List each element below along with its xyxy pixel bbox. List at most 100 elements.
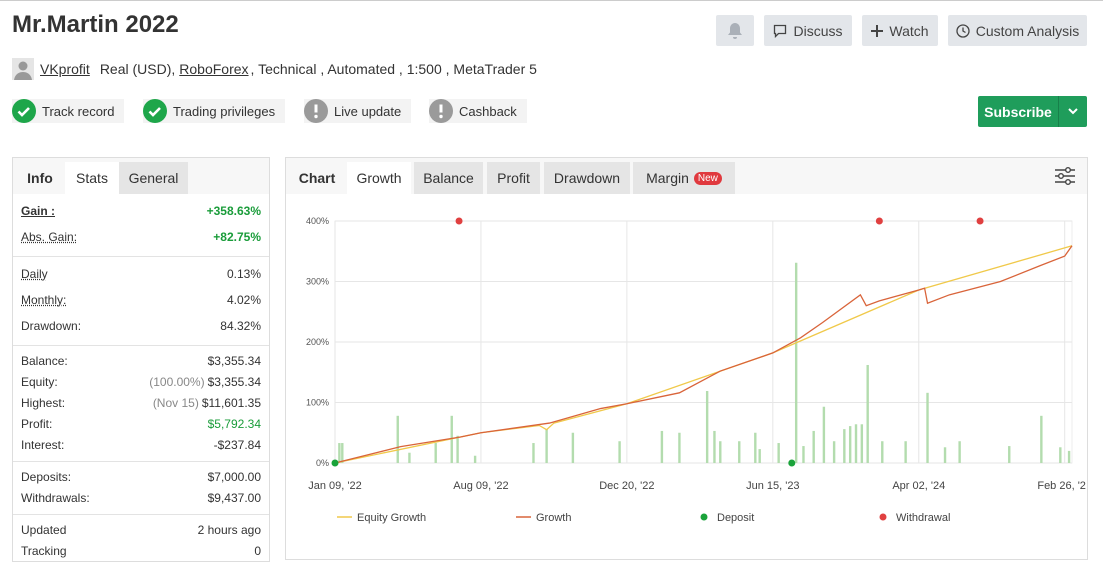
tab-label: Profit bbox=[497, 170, 530, 186]
stat-note: (Nov 15) bbox=[152, 395, 199, 410]
bar bbox=[341, 443, 344, 463]
badge-label: Cashback bbox=[459, 103, 517, 119]
custom-analysis-button[interactable]: Custom Analysis bbox=[948, 15, 1087, 46]
stat-row: Tracking 0 bbox=[21, 540, 261, 561]
bell-icon bbox=[728, 22, 742, 39]
badge-label: Live update bbox=[334, 103, 402, 119]
bar bbox=[832, 441, 836, 463]
x-tick-label: Jun 15, '23 bbox=[746, 480, 799, 492]
stats-group: Deposits: $7,000.00 Withdrawals: $9,437.00 bbox=[13, 462, 269, 515]
stat-value: $9,437.00 bbox=[207, 490, 261, 505]
author-link[interactable]: VKprofit bbox=[40, 61, 90, 77]
stat-row: Deposits: $7,000.00 bbox=[21, 466, 261, 487]
stat-row: Abs. Gain: +82.75% bbox=[21, 224, 261, 250]
y-tick-label: 300% bbox=[306, 277, 329, 287]
stat-value-wrap: (Nov 15) $11,601.35 bbox=[153, 396, 261, 410]
stats-group: Updated 2 hours ago Tracking 0 bbox=[13, 515, 269, 567]
tab[interactable]: General bbox=[119, 162, 188, 194]
stat-label: Equity: bbox=[21, 374, 58, 389]
button-label: Watch bbox=[889, 22, 929, 39]
bar bbox=[678, 432, 681, 463]
stat-value-wrap: +358.63% bbox=[207, 204, 261, 218]
caret[interactable] bbox=[1059, 106, 1087, 118]
tab-label: Chart bbox=[298, 170, 336, 186]
tab-label: Growth bbox=[356, 170, 402, 186]
tab[interactable]: Margin New bbox=[633, 162, 735, 194]
badge: Track record bbox=[12, 99, 125, 123]
bar bbox=[777, 443, 780, 463]
growth-chart: 0% 100% 200% 300% 400% Jan 09, '22 Aug 09, '22… bbox=[306, 216, 1086, 524]
tab[interactable]: Info bbox=[27, 170, 53, 186]
bar bbox=[904, 441, 907, 463]
stat-label: Deposits: bbox=[21, 469, 72, 484]
bar bbox=[705, 391, 709, 463]
bar bbox=[860, 424, 864, 463]
tab-label: Margin bbox=[646, 170, 689, 186]
bar bbox=[618, 441, 621, 463]
watch-button[interactable]: Watch bbox=[862, 15, 938, 46]
stat-label: Abs. Gain: bbox=[21, 230, 78, 244]
clock-icon bbox=[956, 23, 970, 38]
bar bbox=[532, 443, 535, 463]
bell-button[interactable] bbox=[716, 15, 754, 46]
stat-value: 0 bbox=[254, 543, 261, 558]
stats-group: Gain : +358.63% Abs. Gain: +82.75% bbox=[13, 194, 269, 257]
bar bbox=[738, 441, 741, 463]
stat-value-wrap: 84.32% bbox=[220, 319, 261, 333]
stat-value: +358.63% bbox=[206, 204, 261, 218]
tab[interactable]: Growth bbox=[347, 162, 411, 194]
tab[interactable]: Drawdown bbox=[544, 162, 630, 194]
y-tick-label: 200% bbox=[306, 337, 329, 347]
tab[interactable]: Profit bbox=[487, 162, 540, 194]
legend-label: Deposit bbox=[717, 512, 754, 524]
stat-value: 4.02% bbox=[226, 293, 261, 307]
stats-list: Gain : +358.63% Abs. Gain: +82.75% Daily 0.13… bbox=[13, 194, 269, 567]
legend-label: Equity Growth bbox=[357, 512, 426, 524]
badge: Cashback bbox=[429, 99, 527, 123]
badge: Live update bbox=[304, 99, 412, 123]
bar bbox=[958, 441, 961, 463]
tab-label: Balance bbox=[423, 170, 474, 186]
stat-row: Equity: (100.00%) $3,355.34 bbox=[21, 371, 261, 392]
stat-label: Daily bbox=[21, 267, 48, 281]
broker-link[interactable]: RoboForex bbox=[179, 61, 249, 77]
bar bbox=[473, 455, 477, 463]
discuss-button[interactable]: Discuss bbox=[764, 15, 852, 46]
legend-label: Growth bbox=[536, 512, 571, 524]
settings-icon[interactable] bbox=[1054, 166, 1076, 186]
stat-value-wrap: $9,437.00 bbox=[208, 491, 261, 505]
x-tick-label: Aug 09, '22 bbox=[453, 480, 508, 492]
stat-row: Daily 0.13% bbox=[21, 261, 261, 287]
stat-label: Interest: bbox=[21, 437, 65, 452]
bar bbox=[754, 432, 757, 463]
stat-value-wrap: 4.02% bbox=[227, 293, 261, 307]
discuss-icon bbox=[774, 24, 787, 38]
bar bbox=[843, 429, 846, 463]
stat-value-wrap: 2 hours ago bbox=[198, 523, 261, 537]
bar bbox=[1067, 450, 1071, 463]
stat-value-wrap: 0.13% bbox=[227, 267, 261, 281]
bar bbox=[812, 430, 815, 463]
stat-label: Updated bbox=[21, 522, 67, 537]
stat-note: (100.00%) bbox=[149, 374, 205, 389]
bar bbox=[338, 443, 341, 463]
y-tick-label: 0% bbox=[316, 458, 329, 468]
bar bbox=[866, 364, 869, 463]
stat-value: $11,601.35 bbox=[201, 395, 261, 410]
tab[interactable]: Balance bbox=[414, 162, 483, 194]
stat-value: 2 hours ago bbox=[197, 522, 261, 537]
stat-value: $5,792.34 bbox=[207, 416, 261, 431]
subscribe-button[interactable]: Subscribe bbox=[978, 96, 1087, 127]
tab[interactable]: Chart bbox=[289, 162, 345, 194]
bar bbox=[943, 447, 947, 463]
series-line bbox=[334, 245, 1073, 464]
bar bbox=[434, 443, 437, 463]
stat-row: Balance: $3,355.34 bbox=[21, 350, 261, 371]
event-dot bbox=[875, 217, 883, 225]
bar bbox=[794, 262, 798, 463]
stat-row: Monthly: 4.02% bbox=[21, 287, 261, 313]
stat-label: Drawdown: bbox=[21, 319, 82, 333]
event-dot bbox=[455, 217, 463, 225]
tab[interactable]: Stats bbox=[65, 162, 119, 194]
